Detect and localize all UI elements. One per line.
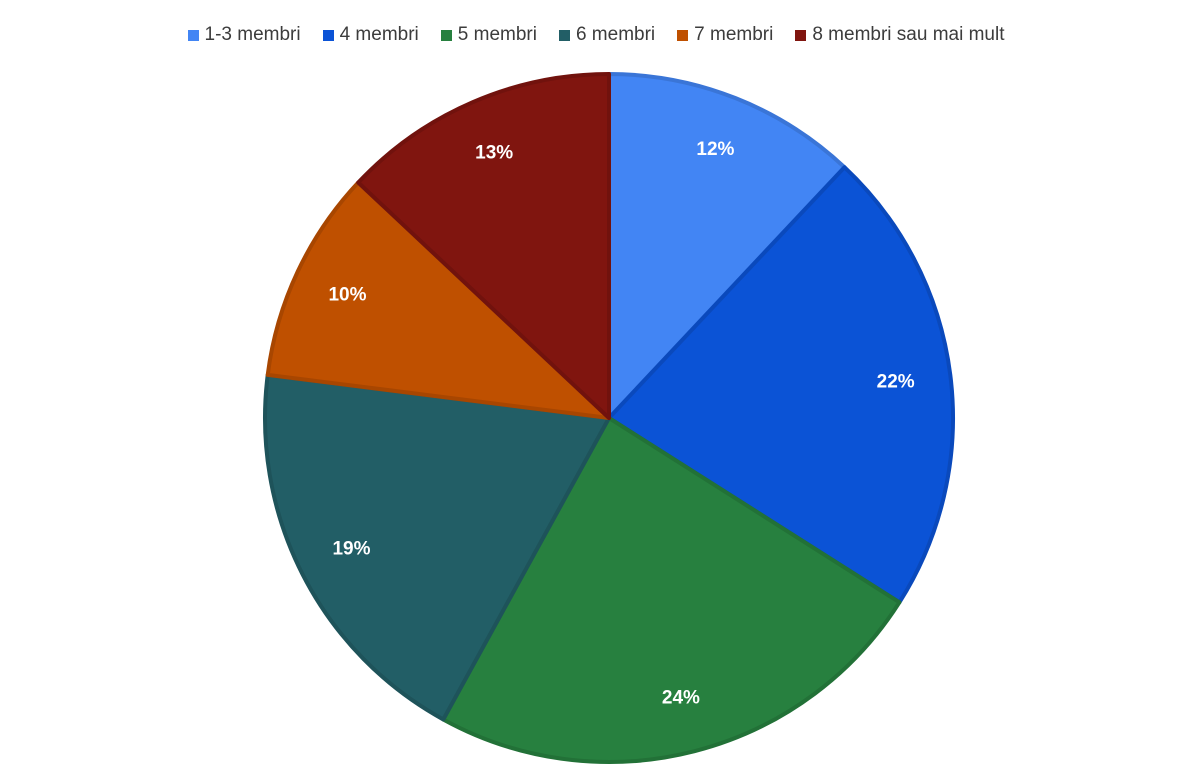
- legend-label-0: 1-3 membri: [204, 24, 301, 45]
- legend-item-3: 6 membri: [558, 24, 656, 46]
- slice-label-3: 19%: [332, 539, 370, 560]
- legend-label-2: 5 membri: [457, 24, 537, 45]
- pie-slice-4: [265, 180, 611, 420]
- legend-swatch-4: [677, 29, 689, 41]
- legend-label-5: 8 membri sau mai mult: [812, 24, 1005, 45]
- legend-item-1: 4 membri: [322, 24, 419, 46]
- legend-item-4: 7 membri: [677, 24, 773, 46]
- pie-slice-5: [356, 72, 611, 420]
- legend-item-2: 5 membri: [440, 24, 537, 46]
- pie-slice-1: [607, 165, 955, 605]
- slice-label-1: 22%: [877, 371, 915, 392]
- legend-swatch-0: [187, 29, 199, 41]
- pie-slice-0: [607, 72, 847, 420]
- slice-label-0: 12%: [696, 139, 734, 160]
- legend-item-0: 1-3 membri: [187, 24, 301, 46]
- legend-swatch-5: [795, 29, 807, 41]
- legend-label-4: 7 membri: [694, 24, 774, 45]
- legend-swatch-2: [440, 29, 452, 41]
- legend-swatch-3: [558, 29, 570, 41]
- legend-label-1: 4 membri: [339, 24, 419, 45]
- pie-slice-2: [441, 416, 902, 764]
- legend-item-5: 8 membri sau mai mult: [795, 24, 1005, 46]
- pie-slice-3: [263, 372, 611, 722]
- chart-legend: 1-3 membri 4 membri 5 membri 6 membri 7 memb…: [0, 24, 1192, 46]
- slice-label-2: 24%: [662, 687, 700, 708]
- legend-label-3: 6 membri: [575, 24, 656, 45]
- legend-swatch-1: [322, 29, 334, 41]
- slice-label-5: 13%: [475, 142, 513, 163]
- slice-label-4: 10%: [328, 285, 366, 306]
